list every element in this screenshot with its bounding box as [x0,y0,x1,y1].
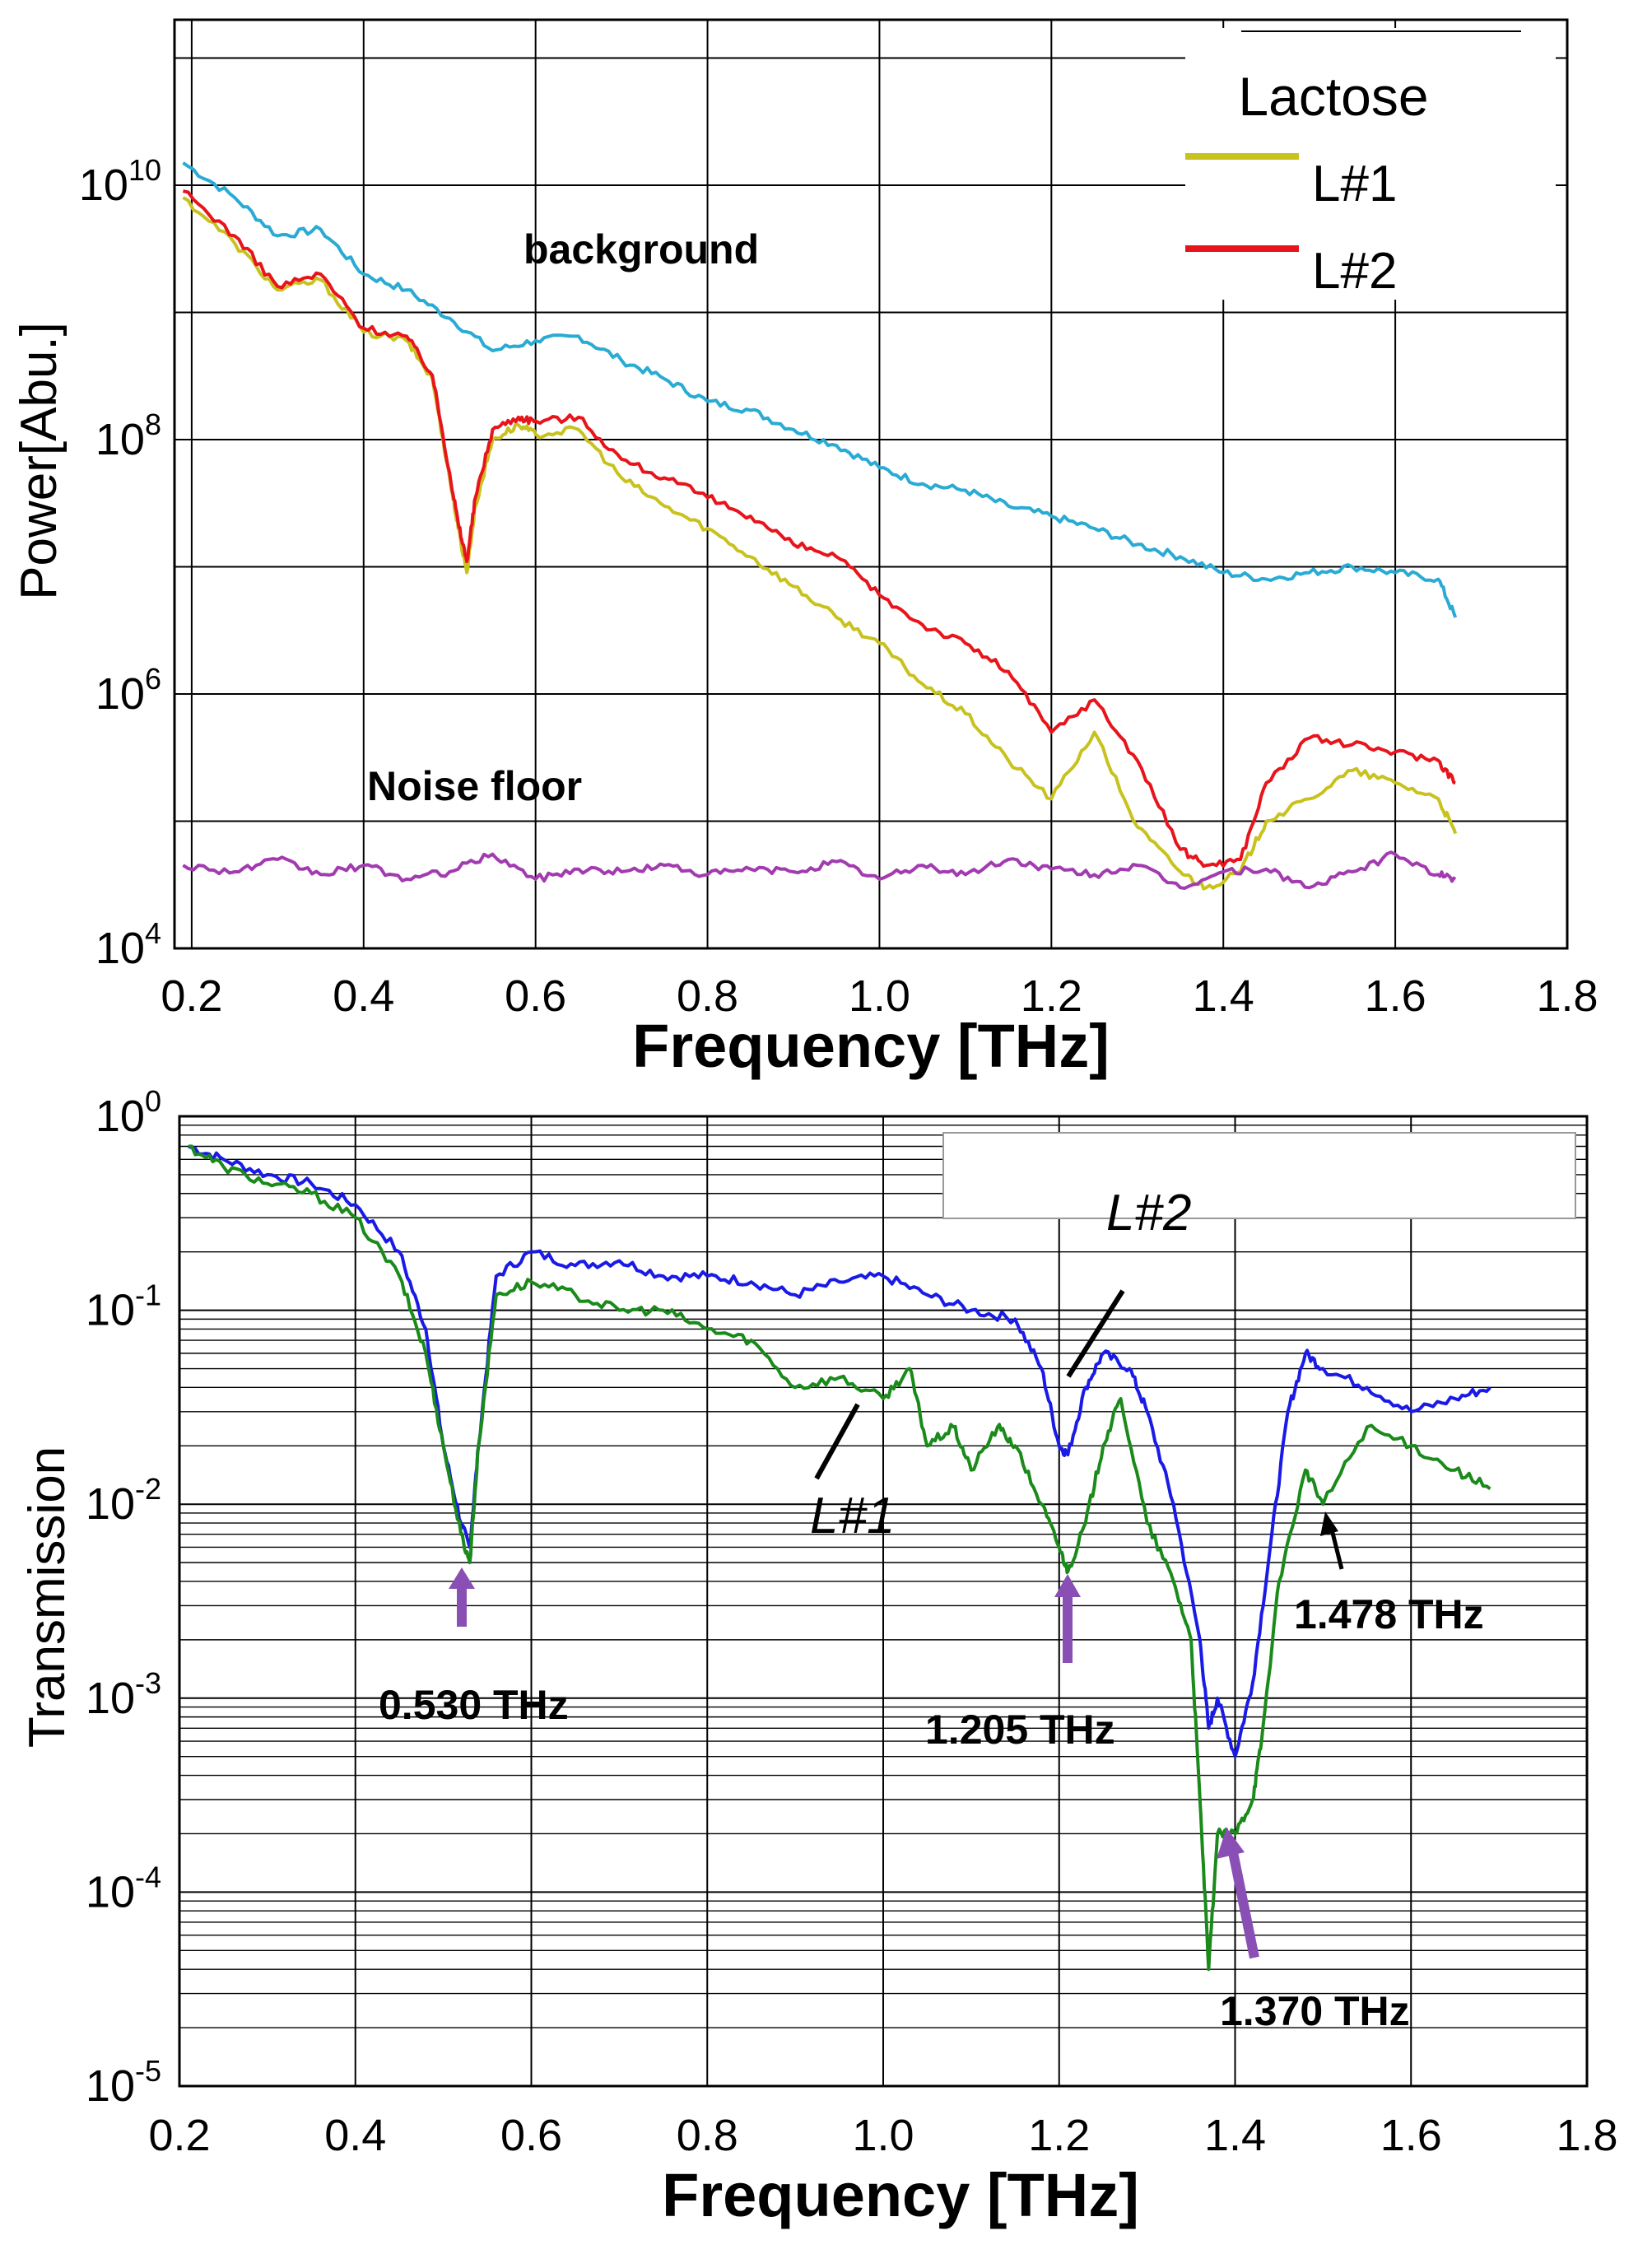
background-annotation: background [524,226,759,272]
transmission-chart: 0.2 0.4 0.6 0.8 1.0 1.2 1.4 1.6 1.8 10-5 10-4 10-3… [19,1084,1618,2229]
peak-1205-label: 1.205 THz [925,1707,1115,1753]
l1-label-group: L#1 [810,1403,895,1544]
power-y-axis-label: Power[Abu.] [11,322,67,600]
power-plot-frame [173,18,1569,950]
x-tick-label: 1.8 [1556,2111,1617,2160]
y-tick-label: 106 [95,662,161,719]
peak-1370-arrow-head [1217,1828,1245,1859]
peak-1478-arrow-shaft [1329,1529,1344,1570]
transmission-series-lines [187,1144,1491,1972]
series-line-l-2 [187,1144,1491,1758]
x-tick-label: 0.2 [161,971,222,1021]
legend-box [1185,28,1556,300]
power-chart: 0.2 0.4 0.6 0.8 1.0 1.2 1.4 1.6 1.8 104 106 108 101… [11,18,1598,1080]
power-series-lines [182,161,1458,891]
x-tick-label: 1.2 [1028,2111,1090,2160]
legend-label-l2: L#2 [1312,243,1397,300]
l2-label-group: L#2 [1066,1185,1191,1378]
x-tick-label: 0.6 [500,2111,562,2160]
x-tick-label: 1.6 [1380,2111,1442,2160]
legend-label-l1: L#1 [1312,156,1397,212]
l1-annotation: L#1 [810,1488,895,1544]
transmission-y-axis-label: Transmission [19,1446,76,1748]
peak-1370-arrow-shaft [1228,1851,1259,1959]
x-tick-label: 0.4 [333,971,394,1021]
series-line-background [182,161,1458,618]
legend-title: Lactose [1238,66,1428,127]
x-tick-label: 1.4 [1193,971,1254,1021]
peak-0530-group: 0.530 THz [379,1567,569,1728]
peak-0530-arrow-head [449,1567,475,1589]
transmission-inset-mask [943,1133,1575,1218]
peak-1370-group: 1.370 THz [1217,1828,1410,2034]
power-x-axis-label: Frequency [THz] [632,1012,1110,1080]
x-tick-label: 0.8 [677,971,738,1021]
peak-1478-label: 1.478 THz [1294,1591,1484,1637]
y-tick-label: 1010 [79,153,161,210]
x-tick-label: 1.2 [1021,971,1082,1021]
power-x-ticks: 0.2 0.4 0.6 0.8 1.0 1.2 1.4 1.6 1.8 [161,971,1598,1021]
l2-pointer-line [1066,1289,1125,1378]
series-line-l-1 [188,1144,1491,1972]
y-tick-label: 10-4 [86,1860,161,1916]
l1-pointer-line [814,1403,860,1480]
x-tick-label: 1.8 [1536,971,1598,1021]
x-tick-label: 0.2 [148,2111,210,2160]
series-line-noise-floor [182,850,1457,890]
x-tick-label: 1.0 [852,2111,914,2160]
y-tick-label: 10-5 [86,2054,161,2111]
peak-1478-group: 1.478 THz [1294,1511,1484,1637]
transmission-x-ticks: 0.2 0.4 0.6 0.8 1.0 1.2 1.4 1.6 1.8 [148,2111,1617,2160]
transmission-y-ticks: 10-5 10-4 10-3 10-2 10-1 100 [86,1084,161,2111]
x-tick-label: 1.0 [849,971,910,1021]
l2-annotation: L#2 [1106,1185,1191,1241]
transmission-inset-frame [942,1132,1576,1219]
y-tick-label: 100 [95,1084,161,1141]
x-tick-label: 1.6 [1365,971,1426,1021]
y-tick-label: 104 [95,916,161,973]
peak-1370-label: 1.370 THz [1220,1988,1410,2034]
transmission-plot-frame [178,1115,1589,2088]
x-tick-label: 1.4 [1204,2111,1266,2160]
peak-0530-label: 0.530 THz [379,1682,569,1728]
power-legend: Lactose L#1 L#2 [1185,28,1556,300]
series-line-l-2 [182,189,1456,869]
transmission-x-axis-label: Frequency [THz] [662,2161,1139,2229]
y-tick-label: 10-3 [86,1666,161,1723]
x-tick-label: 0.4 [324,2111,386,2160]
x-tick-label: 0.6 [505,971,566,1021]
peak-1205-arrow-head [1054,1574,1081,1597]
power-y-ticks: 104 106 108 1010 [79,153,161,973]
peak-1205-group: 1.205 THz [925,1574,1115,1753]
y-tick-label: 108 [95,407,161,464]
y-tick-label: 10-1 [86,1278,161,1335]
x-tick-label: 0.8 [677,2111,738,2160]
noise-floor-annotation: Noise floor [367,763,582,809]
y-tick-label: 10-2 [86,1472,161,1529]
peak-1478-arrow-head [1320,1511,1338,1536]
